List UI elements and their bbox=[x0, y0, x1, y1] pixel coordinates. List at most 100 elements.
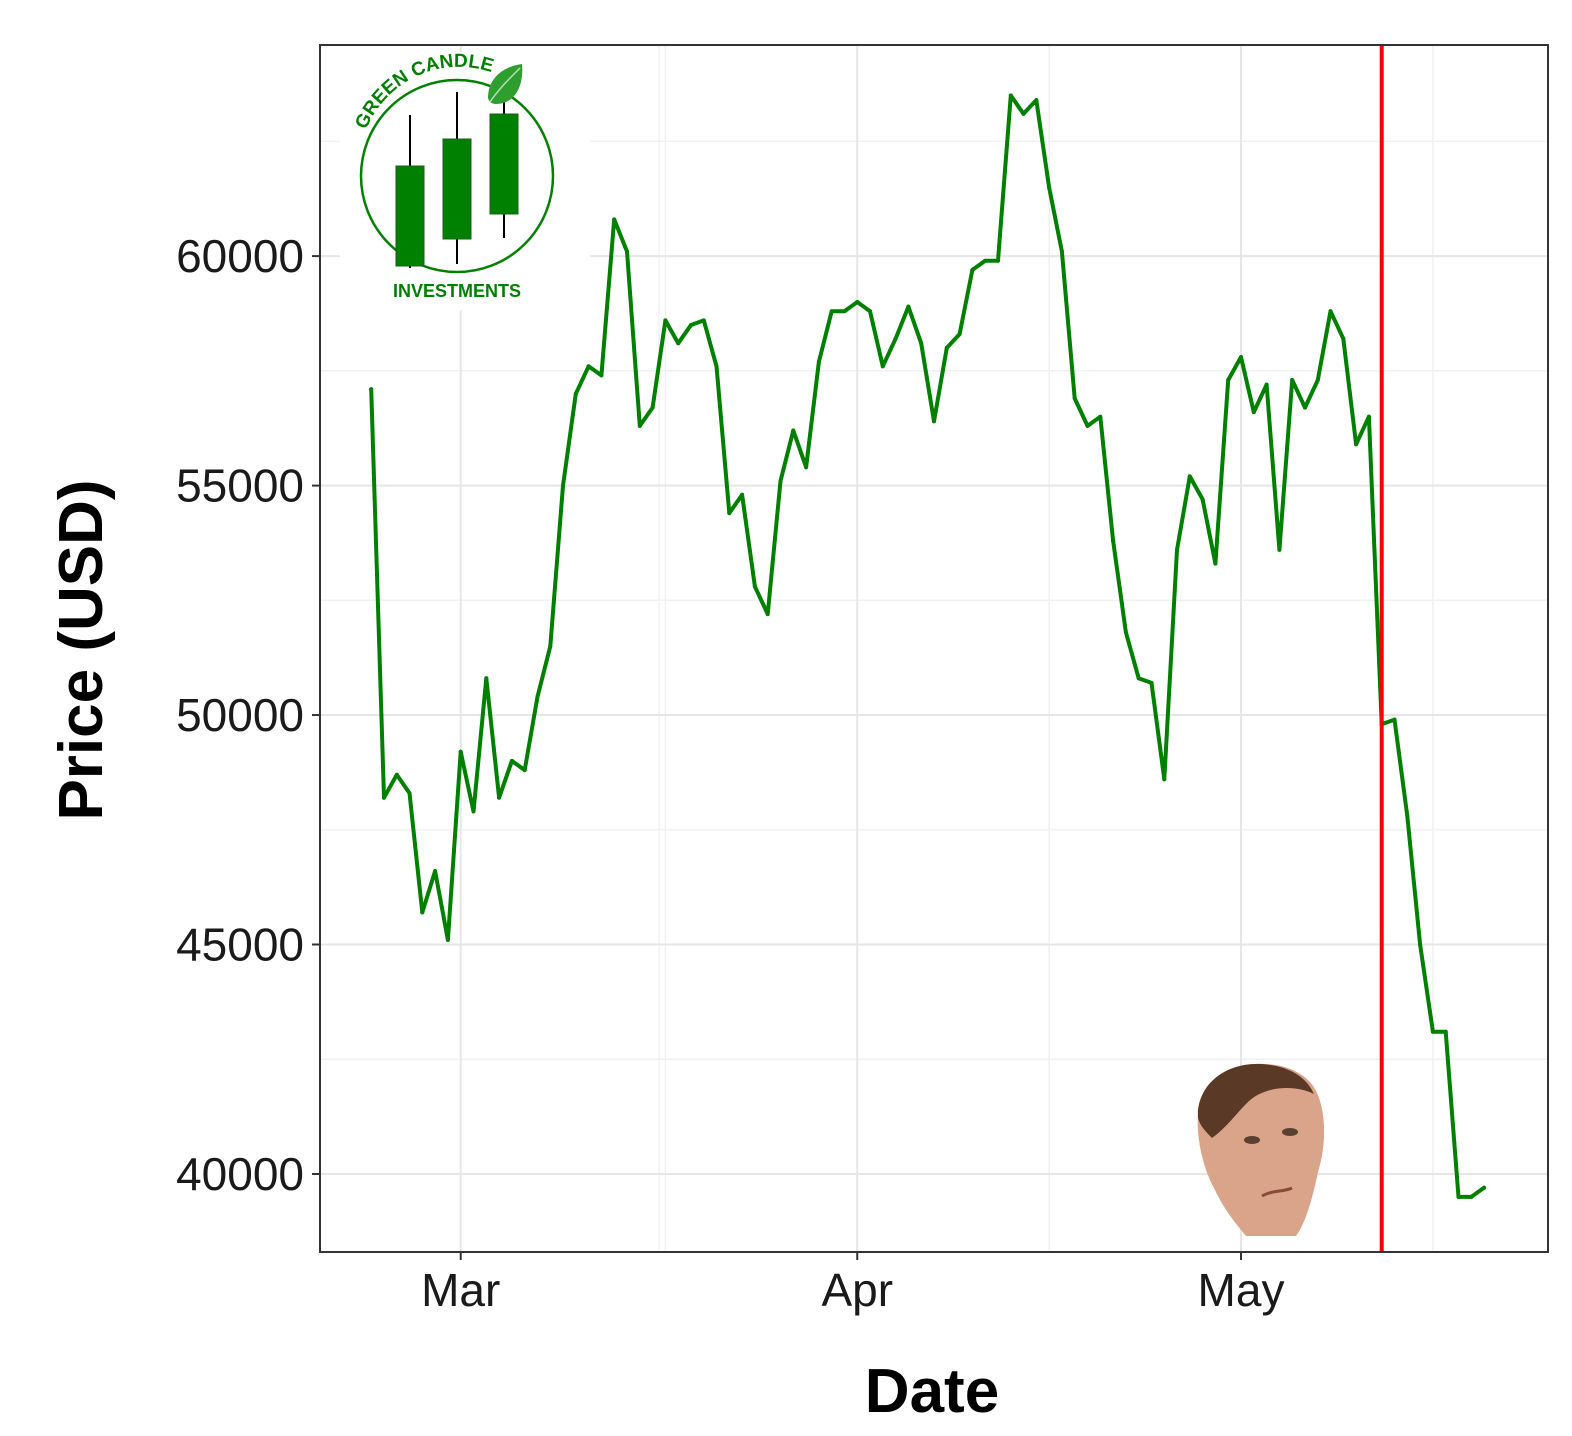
price-point bbox=[1187, 474, 1192, 479]
price-point bbox=[855, 300, 860, 304]
price-point bbox=[612, 217, 617, 222]
price-point bbox=[1366, 414, 1371, 419]
price-point bbox=[1392, 717, 1397, 722]
price-point bbox=[983, 258, 988, 263]
price-point bbox=[1098, 414, 1103, 419]
series-layer bbox=[369, 93, 1486, 1199]
price-point bbox=[1443, 1029, 1448, 1034]
price-point bbox=[1034, 98, 1039, 103]
price-point bbox=[689, 323, 693, 327]
price-point bbox=[740, 492, 745, 497]
price-point bbox=[1328, 309, 1333, 314]
person-photo bbox=[1197, 1063, 1325, 1236]
logo-candles bbox=[395, 92, 519, 268]
price-point bbox=[1303, 405, 1307, 410]
price-point bbox=[1405, 814, 1410, 818]
x-tick-label: May bbox=[1198, 1264, 1285, 1316]
price-point bbox=[906, 304, 911, 309]
price-point bbox=[535, 694, 540, 699]
company-logo: GREEN CANDLE INVESTMENTS bbox=[340, 51, 590, 310]
price-point bbox=[1239, 355, 1243, 360]
y-tick-label: 40000 bbox=[176, 1148, 304, 1200]
price-point bbox=[382, 795, 386, 800]
price-point bbox=[842, 309, 847, 314]
price-point bbox=[778, 479, 783, 483]
price-point bbox=[1111, 538, 1116, 543]
price-point bbox=[970, 267, 975, 272]
price-point bbox=[650, 405, 655, 410]
price-point bbox=[1085, 423, 1090, 428]
price-point bbox=[880, 364, 885, 369]
price-point bbox=[714, 364, 719, 369]
price-point bbox=[816, 359, 821, 364]
major-gridlines bbox=[320, 45, 1548, 1252]
price-point bbox=[1072, 396, 1077, 401]
price-point bbox=[1200, 497, 1205, 502]
leaf-icon bbox=[488, 64, 523, 104]
price-point bbox=[458, 749, 463, 754]
price-point bbox=[1482, 1185, 1486, 1190]
price-point bbox=[1341, 336, 1346, 341]
price-point bbox=[1123, 630, 1128, 635]
panel-border bbox=[319, 44, 1549, 1253]
price-point bbox=[676, 341, 681, 346]
price-point bbox=[765, 612, 770, 617]
price-point bbox=[829, 309, 834, 314]
price-point bbox=[1354, 442, 1359, 447]
y-tick-label: 60000 bbox=[176, 230, 304, 282]
price-point bbox=[420, 910, 425, 915]
price-point bbox=[369, 387, 374, 392]
price-point bbox=[471, 809, 476, 814]
y-tick-label: 45000 bbox=[176, 919, 304, 971]
price-point bbox=[509, 758, 514, 763]
price-point bbox=[868, 309, 872, 314]
price-point bbox=[1213, 561, 1218, 566]
y-axis-title: Price (USD) bbox=[47, 479, 116, 820]
price-line bbox=[369, 93, 1486, 1199]
price-point bbox=[637, 423, 642, 428]
y-tick-label: 50000 bbox=[176, 689, 304, 741]
price-point bbox=[944, 345, 949, 350]
price-point bbox=[625, 249, 629, 254]
price-point bbox=[497, 795, 502, 800]
price-point bbox=[407, 791, 412, 796]
price-point bbox=[1162, 777, 1167, 782]
price-point bbox=[1226, 378, 1231, 382]
price-point bbox=[1059, 249, 1064, 254]
price-point bbox=[1456, 1194, 1461, 1199]
price-point bbox=[919, 341, 924, 346]
hair-shape bbox=[1197, 1063, 1314, 1138]
y-axis-ticks: 40000 45000 50000 55000 60000 bbox=[176, 230, 320, 1200]
x-axis-title: Date bbox=[865, 1357, 999, 1426]
price-point bbox=[394, 772, 399, 777]
price-point bbox=[791, 428, 796, 433]
price-point bbox=[561, 483, 565, 488]
price-point bbox=[1430, 1029, 1435, 1034]
price-point bbox=[663, 318, 668, 323]
price-point bbox=[701, 318, 706, 323]
price-point bbox=[1021, 111, 1026, 116]
price-point bbox=[727, 511, 732, 516]
price-point bbox=[445, 937, 450, 942]
price-point bbox=[586, 364, 591, 369]
logo-caption: INVESTMENTS bbox=[393, 281, 521, 301]
price-point bbox=[1047, 185, 1052, 190]
price-point bbox=[1175, 547, 1179, 552]
price-point bbox=[1418, 942, 1423, 947]
price-point bbox=[932, 419, 936, 424]
price-point bbox=[804, 465, 809, 470]
x-axis-ticks: Mar Apr May bbox=[421, 1252, 1284, 1316]
price-point bbox=[1469, 1194, 1474, 1199]
price-point bbox=[484, 676, 489, 681]
price-point bbox=[1264, 382, 1269, 387]
price-point bbox=[522, 768, 527, 773]
price-point bbox=[433, 869, 438, 874]
x-tick-label: Apr bbox=[821, 1264, 893, 1316]
price-point bbox=[893, 336, 898, 341]
price-point bbox=[752, 584, 757, 589]
price-point bbox=[1149, 680, 1154, 685]
price-point bbox=[1315, 378, 1320, 382]
price-point bbox=[1136, 676, 1141, 681]
price-point bbox=[573, 391, 578, 396]
